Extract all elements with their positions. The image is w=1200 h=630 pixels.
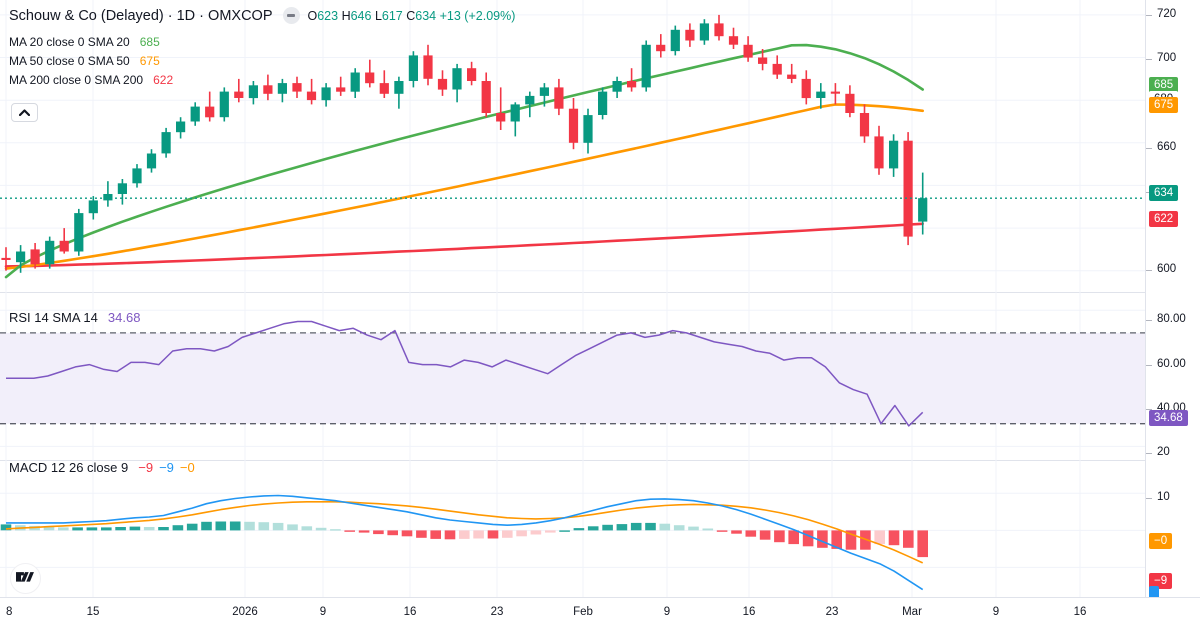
ohlc-close-value: 634 — [415, 8, 437, 23]
rsi-chart-canvas[interactable] — [0, 292, 1145, 460]
ma-legend-2[interactable]: MA 200 close 0 SMA 200 622 — [9, 73, 173, 87]
rsi-legend-label: RSI 14 SMA 14 — [9, 310, 98, 325]
pane-separator-rsi-macd — [0, 460, 1200, 461]
price-scale-badge[interactable]: 685 — [1149, 77, 1179, 93]
time-axis-label: 8 — [6, 606, 13, 618]
macd-scale-badge[interactable] — [1149, 586, 1159, 602]
price-scale-badge[interactable]: 622 — [1149, 211, 1179, 227]
ma-legend-value: 622 — [153, 73, 174, 87]
hide-indicator-icon[interactable] — [282, 7, 300, 24]
ma-legend-value: 675 — [139, 54, 160, 68]
scale-tick-mark — [1146, 498, 1152, 499]
ma-legend-label: MA 20 close 0 SMA 20 — [9, 35, 130, 49]
symbol-legend[interactable]: Schouw & Co (Delayed) · 1D · OMXCOP O623… — [9, 7, 515, 24]
ohlc-close-label: C — [406, 8, 416, 23]
ohlc-open-label: O — [307, 8, 318, 23]
rsi-legend-value: 34.68 — [107, 310, 141, 325]
tradingview-logo[interactable] — [10, 563, 41, 594]
time-axis-label: Feb — [573, 606, 593, 618]
pane-separator-price-rsi — [0, 292, 1200, 293]
scale-tick-mark — [1146, 365, 1152, 366]
macd-pane[interactable] — [0, 460, 1145, 597]
ma-legend-value: 685 — [139, 35, 160, 49]
time-axis-label: 15 — [86, 606, 100, 618]
macd-scale-label: 10 — [1157, 491, 1170, 503]
rsi-scale-label: 20 — [1157, 446, 1170, 458]
scale-tick-mark — [1146, 270, 1152, 271]
time-axis-label: 2026 — [232, 606, 258, 618]
rsi-scale-label: 60.00 — [1157, 358, 1186, 370]
scale-tick-mark — [1146, 409, 1152, 410]
rsi-legend[interactable]: RSI 14 SMA 14 34.68 — [9, 310, 140, 325]
ma-legend-1[interactable]: MA 50 close 0 SMA 50 675 — [9, 54, 160, 68]
price-chart-canvas[interactable] — [0, 0, 1145, 292]
macd-legend-label: MACD 12 26 close 9 — [9, 460, 129, 475]
ohlc-low-value: 617 — [381, 8, 403, 23]
price-scale-badge[interactable]: 675 — [1149, 97, 1179, 113]
macd-value-2: −0 — [179, 460, 195, 475]
time-axis-label: 9 — [663, 606, 671, 618]
ma-legend-0[interactable]: MA 20 close 0 SMA 20 685 — [9, 35, 160, 49]
collapse-pane-button[interactable] — [11, 103, 38, 122]
rsi-scale-label: 80.00 — [1157, 313, 1186, 325]
tradingview-logo-icon — [16, 572, 34, 582]
scale-tick-mark — [1146, 59, 1152, 60]
macd-legend[interactable]: MACD 12 26 close 9 −9 −9 −0 — [9, 460, 201, 475]
macd-scale-badge[interactable]: −0 — [1149, 533, 1173, 549]
time-axis-label: 16 — [1073, 606, 1087, 618]
time-axis-label: 16 — [403, 606, 417, 618]
price-scale[interactable]: 72070066064060080.0060.0040.002010685680… — [1145, 0, 1200, 602]
chevron-up-icon — [19, 109, 30, 116]
ma-legend-label: MA 200 close 0 SMA 200 — [9, 73, 144, 87]
ohlc-low-label: L — [374, 8, 382, 23]
time-axis-label: 23 — [825, 606, 839, 618]
price-scale-label: 720 — [1157, 8, 1177, 20]
macd-value-0: −9 — [138, 460, 154, 475]
time-axis-label: 16 — [742, 606, 756, 618]
ohlc-high-label: H — [341, 8, 351, 23]
time-axis-label: 9 — [992, 606, 1000, 618]
time-axis-label: 9 — [319, 606, 327, 618]
time-axis-label: Mar — [902, 606, 922, 618]
macd-value-1: −9 — [159, 460, 174, 475]
price-scale-label: 600 — [1157, 263, 1177, 275]
price-pane[interactable] — [0, 0, 1145, 292]
rsi-scale-badge[interactable]: 34.68 — [1149, 410, 1188, 426]
price-scale-label: 660 — [1157, 141, 1177, 153]
macd-scale-badge[interactable]: −9 — [1149, 573, 1173, 589]
ma-legend-label: MA 50 close 0 SMA 50 — [9, 54, 130, 68]
symbol-title: Schouw & Co (Delayed) · 1D · OMXCOP — [9, 7, 273, 24]
scale-tick-mark — [1146, 148, 1152, 149]
macd-chart-canvas[interactable] — [0, 460, 1145, 597]
scale-tick-mark — [1146, 15, 1152, 16]
price-scale-badge[interactable]: 634 — [1149, 185, 1179, 201]
time-axis-label: 23 — [490, 606, 504, 618]
ohlc-open-value: 623 — [317, 8, 339, 23]
ohlc-values: O623 H646 L617 C634 +13 (+2.09%) — [308, 9, 516, 23]
price-scale-label: 700 — [1157, 52, 1177, 64]
rsi-pane[interactable] — [0, 292, 1145, 460]
time-axis[interactable]: 8 15 2026 9 16 23 Feb 9 16 23 Mar 9 16 — [0, 597, 1200, 630]
macd-legend-values: −9 −9 −0 — [138, 460, 200, 475]
scale-tick-mark — [1146, 453, 1152, 454]
ohlc-change: +13 (+2.09%) — [439, 8, 516, 23]
ohlc-high-value: 646 — [350, 8, 372, 23]
scale-tick-mark — [1146, 320, 1152, 321]
